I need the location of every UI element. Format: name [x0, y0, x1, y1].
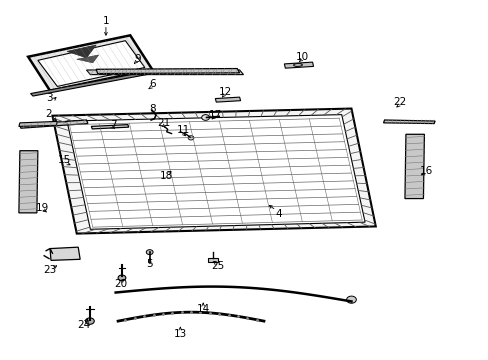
Circle shape: [146, 249, 153, 255]
Polygon shape: [284, 62, 313, 68]
Text: 10: 10: [296, 52, 309, 62]
Polygon shape: [50, 247, 80, 260]
Text: 19: 19: [36, 203, 49, 213]
Text: 11: 11: [177, 125, 190, 135]
Polygon shape: [77, 55, 99, 63]
Polygon shape: [404, 134, 424, 199]
Text: 22: 22: [393, 97, 406, 107]
Circle shape: [118, 275, 125, 281]
Polygon shape: [28, 35, 152, 91]
Text: 18: 18: [160, 171, 173, 181]
Circle shape: [346, 296, 356, 303]
Text: 12: 12: [218, 87, 231, 98]
Ellipse shape: [293, 63, 302, 66]
Text: 5: 5: [146, 259, 153, 269]
Text: 21: 21: [157, 118, 170, 128]
Polygon shape: [20, 120, 88, 128]
Bar: [207, 258, 217, 262]
Text: 7: 7: [110, 120, 116, 130]
Text: 9: 9: [134, 54, 141, 64]
Text: 16: 16: [419, 166, 432, 176]
Text: 20: 20: [114, 279, 127, 289]
Text: 3: 3: [46, 93, 52, 103]
Polygon shape: [96, 68, 239, 73]
Text: 1: 1: [102, 16, 109, 26]
Text: 25: 25: [211, 261, 224, 271]
Polygon shape: [86, 70, 243, 75]
Circle shape: [188, 136, 194, 140]
Text: 13: 13: [173, 329, 186, 339]
Text: 4: 4: [275, 209, 281, 219]
Text: 8: 8: [148, 104, 155, 113]
Text: 17: 17: [208, 110, 222, 120]
Polygon shape: [38, 41, 144, 86]
Polygon shape: [383, 120, 434, 123]
Polygon shape: [67, 45, 96, 58]
Text: 23: 23: [43, 265, 57, 275]
Text: 24: 24: [77, 320, 90, 330]
Text: 6: 6: [148, 79, 155, 89]
Polygon shape: [30, 71, 152, 96]
Polygon shape: [52, 109, 375, 234]
Circle shape: [201, 114, 209, 120]
Polygon shape: [19, 121, 57, 126]
Circle shape: [85, 318, 94, 324]
Polygon shape: [67, 114, 365, 229]
Text: 15: 15: [58, 156, 71, 165]
Polygon shape: [91, 125, 128, 129]
Text: 2: 2: [46, 109, 52, 119]
Polygon shape: [19, 151, 38, 213]
Text: 14: 14: [196, 304, 209, 314]
Polygon shape: [215, 97, 240, 102]
